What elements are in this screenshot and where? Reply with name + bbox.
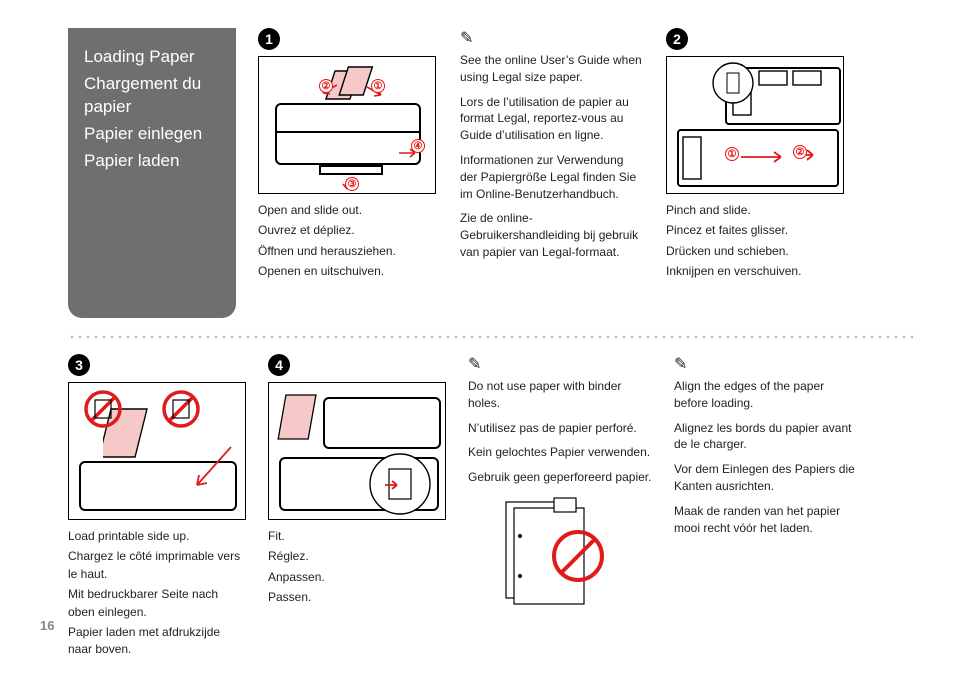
note-binder-fr: N’utilisez pas de papier perforé. <box>468 420 652 437</box>
callout-2: ② <box>319 79 333 93</box>
step-4-badge: 4 <box>268 354 290 376</box>
note-binder-de: Kein gelochtes Papier verwenden. <box>468 444 652 461</box>
s1-cap-en: Open and slide out. <box>258 202 438 219</box>
title-de: Papier einlegen <box>84 123 222 146</box>
s4-cap-en: Fit. <box>268 528 446 545</box>
callout-4: ④ <box>411 139 425 153</box>
s2-callout-2: ② <box>793 145 807 159</box>
step-2-figure: ① ② <box>666 56 844 194</box>
s2-cap-nl: Inknijpen en verschuiven. <box>666 263 846 280</box>
note-binder-en: Do not use paper with binder holes. <box>468 378 652 412</box>
note-icon: ✎ <box>460 28 644 48</box>
step-1: 1 <box>258 28 438 328</box>
s1-cap-de: Öffnen und herausziehen. <box>258 243 438 260</box>
note-legal-de: Informationen zur Verwendung der Papierg… <box>460 152 644 202</box>
note-align-de: Vor dem Einlegen des Papiers die Kanten … <box>674 461 858 495</box>
no-sign-icon <box>161 389 201 429</box>
step-1-badge: 1 <box>258 28 280 50</box>
note-align: ✎ Align the edges of the paper before lo… <box>674 354 858 662</box>
s2-cap-fr: Pincez et faites glisser. <box>666 222 846 239</box>
title-en: Loading Paper <box>84 46 222 69</box>
note-binder: ✎ Do not use paper with binder holes. N’… <box>468 354 652 662</box>
page-number: 16 <box>40 618 54 633</box>
s3-cap-fr: Chargez le côté imprimable vers le haut. <box>68 548 246 583</box>
bottom-row: 3 Load printa <box>68 354 914 662</box>
s1-cap-nl: Openen en uitschuiven. <box>258 263 438 280</box>
note-legal-en: See the online User’s Guide when using L… <box>460 52 644 86</box>
note-align-fr: Alignez les bords du papier avant de le … <box>674 420 858 454</box>
no-sign-icon <box>83 389 123 429</box>
note-align-nl: Maak de randen van het papier mooi recht… <box>674 503 858 537</box>
separator-dots <box>68 334 914 340</box>
step-4: 4 Fit. Réglez. Anpassen. <box>268 354 446 662</box>
s3-cap-de: Mit bedruckbarer Seite nach oben einlege… <box>68 586 246 621</box>
note-align-en: Align the edges of the paper before load… <box>674 378 858 412</box>
step-1-figure: ① ② ③ ④ <box>258 56 436 194</box>
callout-3: ③ <box>345 177 359 191</box>
note-binder-nl: Gebruik geen geperforeerd papier. <box>468 469 652 486</box>
title-card: Loading Paper Chargement du papier Papie… <box>68 28 236 318</box>
s4-cap-de: Anpassen. <box>268 569 446 586</box>
note-icon: ✎ <box>674 354 858 374</box>
note-legal-nl: Zie de online-Gebruikershandleiding bij … <box>460 210 644 260</box>
step-2-badge: 2 <box>666 28 688 50</box>
note-legal: ✎ See the online User’s Guide when using… <box>460 28 644 328</box>
s3-cap-en: Load printable side up. <box>68 528 246 545</box>
step-3: 3 Load printa <box>68 354 246 662</box>
step-2: 2 ① ② <box>666 28 846 328</box>
s1-cap-fr: Ouvrez et dépliez. <box>258 222 438 239</box>
title-nl: Papier laden <box>84 150 222 173</box>
s4-cap-nl: Passen. <box>268 589 446 606</box>
top-row: Loading Paper Chargement du papier Papie… <box>68 28 914 328</box>
step-4-figure <box>268 382 446 520</box>
step-3-badge: 3 <box>68 354 90 376</box>
binder-paper-figure <box>488 494 618 614</box>
s4-cap-fr: Réglez. <box>268 548 446 565</box>
s3-cap-nl: Papier laden met afdrukzijde naar boven. <box>68 624 246 659</box>
note-icon: ✎ <box>468 354 652 374</box>
note-legal-fr: Lors de l’utilisation de papier au forma… <box>460 94 644 144</box>
step-3-figure <box>68 382 246 520</box>
title-fr: Chargement du papier <box>84 73 222 119</box>
manual-page: 16 Loading Paper Chargement du papier Pa… <box>0 0 954 673</box>
s2-cap-en: Pinch and slide. <box>666 202 846 219</box>
no-sign-icon <box>550 528 606 584</box>
callout-1: ① <box>371 79 385 93</box>
s2-cap-de: Drücken und schieben. <box>666 243 846 260</box>
s2-callout-1: ① <box>725 147 739 161</box>
